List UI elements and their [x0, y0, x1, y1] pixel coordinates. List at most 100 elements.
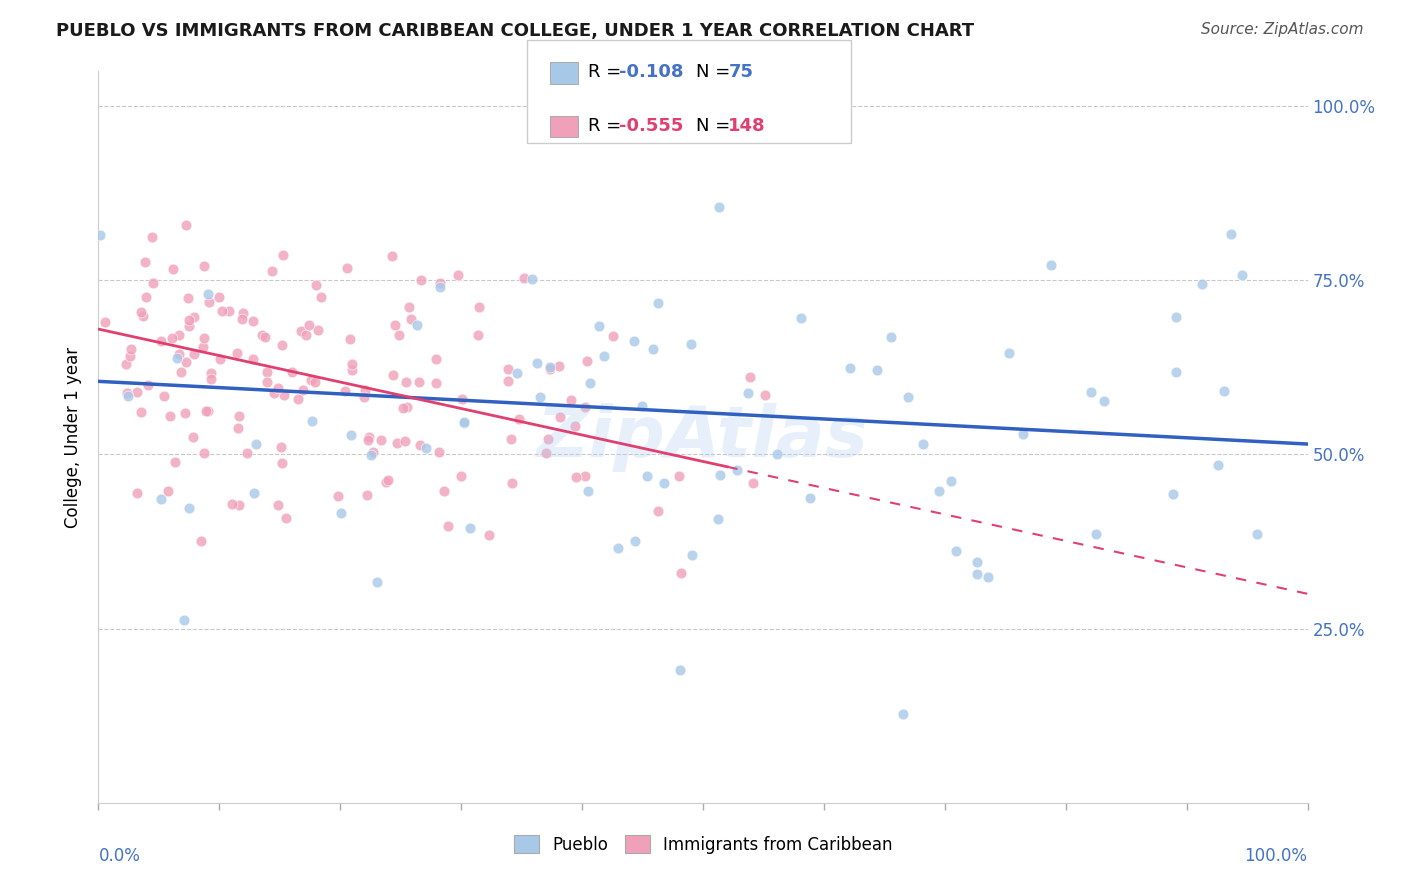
Text: R =: R = [588, 63, 627, 81]
Point [169, 365, 191, 379]
Point [602, 328, 624, 343]
Text: ZipAtlas: ZipAtlas [537, 402, 869, 472]
Point [395, 376, 418, 390]
Text: R =: R = [588, 117, 627, 135]
Point [177, 313, 200, 327]
Point [299, 373, 322, 387]
Point [1039, 258, 1062, 272]
Point [508, 412, 530, 426]
Point [333, 384, 356, 398]
Point [340, 362, 363, 376]
Point [579, 376, 602, 391]
Text: 75: 75 [728, 63, 754, 81]
Point [167, 347, 190, 361]
Point [548, 410, 571, 425]
Point [537, 432, 560, 446]
Point [340, 428, 363, 442]
Text: Source: ZipAtlas.com: Source: ZipAtlas.com [1201, 22, 1364, 37]
Point [117, 388, 139, 402]
Point [125, 486, 148, 500]
Point [707, 512, 730, 526]
Point [370, 434, 392, 448]
Point [157, 483, 180, 498]
Point [451, 392, 474, 406]
Point [193, 331, 215, 345]
Point [381, 249, 404, 263]
Point [309, 290, 332, 304]
Point [429, 279, 451, 293]
Text: N =: N = [696, 63, 735, 81]
Point [396, 401, 419, 415]
Point [198, 294, 221, 309]
Point [366, 575, 388, 590]
Point [496, 375, 519, 389]
Point [408, 376, 430, 390]
Point [200, 366, 222, 380]
Point [540, 362, 562, 376]
Point [173, 613, 195, 627]
Point [679, 337, 702, 351]
Point [193, 446, 215, 460]
Point [447, 268, 470, 282]
Point [131, 305, 153, 319]
Point [1164, 310, 1187, 324]
Point [998, 346, 1021, 360]
Point [183, 347, 205, 361]
Point [193, 259, 215, 273]
Point [388, 327, 411, 342]
Point [526, 356, 548, 370]
Point [740, 369, 762, 384]
Point [231, 311, 253, 326]
Point [295, 327, 318, 342]
Point [576, 483, 599, 498]
Point [976, 570, 998, 584]
Point [409, 273, 432, 287]
Point [125, 385, 148, 400]
Point [221, 497, 243, 511]
Point [928, 484, 950, 499]
Point [208, 290, 231, 304]
Point [536, 446, 558, 460]
Text: 0.0%: 0.0% [98, 847, 141, 864]
Point [631, 399, 654, 413]
Point [737, 386, 759, 401]
Point [460, 521, 482, 535]
Point [392, 401, 415, 415]
Point [305, 277, 328, 292]
Point [336, 260, 359, 275]
Point [945, 543, 967, 558]
Point [429, 276, 451, 290]
Point [966, 567, 988, 582]
Point [228, 409, 250, 423]
Point [270, 456, 292, 470]
Point [94, 315, 117, 329]
Point [387, 435, 409, 450]
Point [1213, 384, 1236, 398]
Point [242, 314, 264, 328]
Point [754, 388, 776, 402]
Point [606, 541, 628, 556]
Point [132, 309, 155, 323]
Point [174, 218, 197, 232]
Point [115, 357, 138, 371]
Point [356, 488, 378, 502]
Point [425, 376, 447, 391]
Point [162, 262, 184, 277]
Point [647, 504, 669, 518]
Point [226, 345, 249, 359]
Point [253, 330, 276, 344]
Point [330, 507, 353, 521]
Point [409, 438, 432, 452]
Point [242, 352, 264, 367]
Point [623, 334, 645, 348]
Point [398, 301, 420, 315]
Point [741, 475, 763, 490]
Point [236, 446, 259, 460]
Point [256, 364, 278, 378]
Point [276, 510, 298, 524]
Point [450, 468, 472, 483]
Point [425, 352, 447, 367]
Point [304, 376, 326, 390]
Text: -0.108: -0.108 [619, 63, 683, 81]
Point [574, 400, 596, 414]
